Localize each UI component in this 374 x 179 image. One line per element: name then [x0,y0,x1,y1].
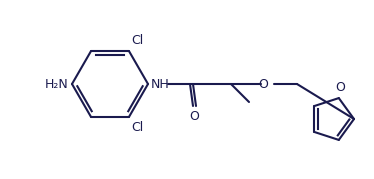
Text: NH: NH [151,78,170,91]
Text: O: O [189,110,199,123]
Text: H₂N: H₂N [45,78,69,91]
Text: Cl: Cl [131,121,143,134]
Text: O: O [335,81,345,94]
Text: O: O [258,78,268,91]
Text: Cl: Cl [131,34,143,47]
